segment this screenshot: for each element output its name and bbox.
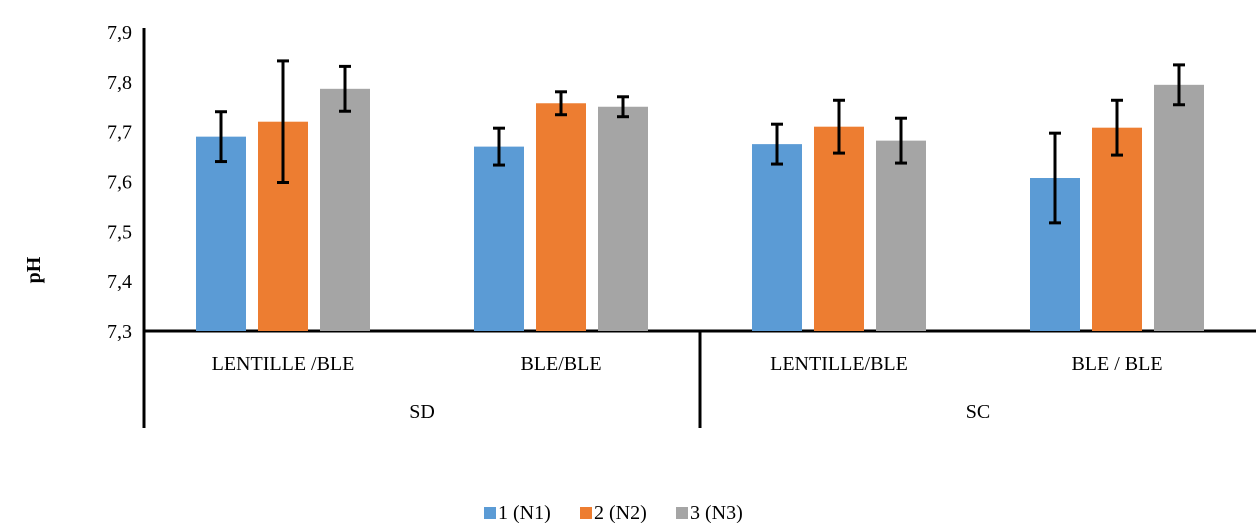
legend-entry: 1 (N1) [498,502,551,523]
plot-area: 7,3 7,4 7,5 7,6 7,7 7,8 7,9 LENTILLE /BLE BLE/BL… [107,22,1256,428]
bar [598,106,648,331]
x-group-label: SC [966,401,990,423]
y-tick-label: 7,3 [107,321,132,343]
y-tick-label: 7,5 [107,221,132,243]
legend-entry: 2 (N2) [594,502,647,523]
y-tick-label: 7,4 [107,271,132,293]
y-tick-label: 7,9 [107,22,132,44]
bar [1154,84,1204,331]
y-tick-label: 7,6 [107,172,132,194]
x-category-label: BLE / BLE [1071,353,1162,375]
bar [876,140,926,331]
legend-swatch [484,507,496,519]
legend-swatch [676,507,688,519]
bar [1092,127,1142,332]
legend-swatch [580,507,592,519]
bar [320,88,370,331]
x-category-label: LENTILLE/BLE [770,353,908,375]
bar [474,146,524,331]
bar [752,144,802,331]
x-group-label: SD [409,401,435,423]
legend-entry: 3 (N3) [690,502,743,523]
y-tick-label: 7,8 [107,72,132,94]
x-category-label: LENTILLE /BLE [212,353,355,375]
bar [196,136,246,331]
bar [814,126,864,331]
x-category-label: BLE/BLE [520,353,601,375]
y-tick-label: 7,7 [107,122,132,144]
y-axis-title: pH [23,256,45,283]
legend: 1 (N1) 2 (N2) 3 (N3) [484,502,743,523]
bar [536,103,586,332]
